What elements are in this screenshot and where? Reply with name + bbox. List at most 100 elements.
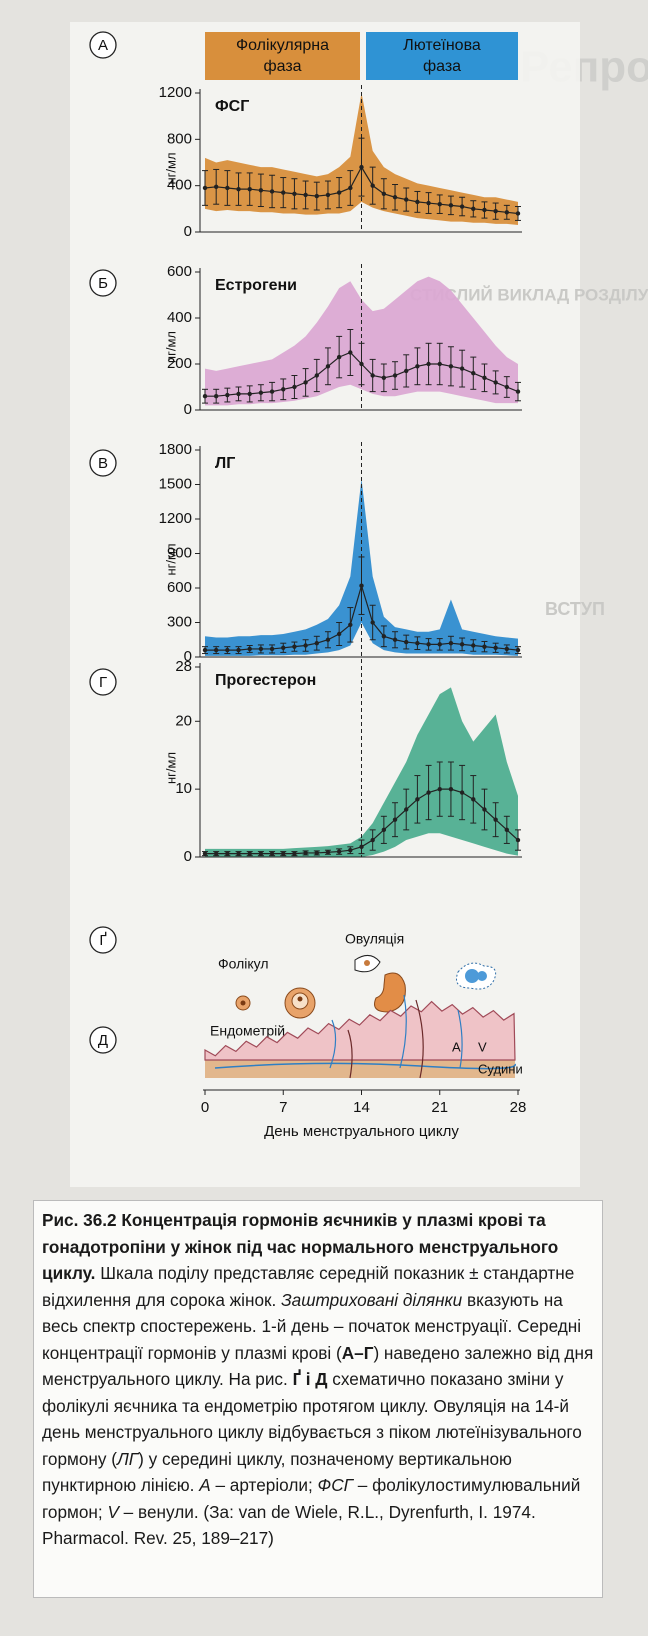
follicle-core <box>241 1001 246 1006</box>
y-tick-label: 1500 <box>159 475 192 492</box>
mean-point <box>348 350 352 354</box>
panel-letter: А <box>98 37 108 54</box>
mean-point <box>270 389 274 393</box>
mean-point <box>281 387 285 391</box>
mean-point <box>415 797 419 801</box>
mean-point <box>516 648 520 652</box>
endometrium-label: Ендометрій <box>210 1023 285 1039</box>
mean-point <box>482 807 486 811</box>
mean-point <box>471 643 475 647</box>
mean-point <box>438 362 442 366</box>
y-tick-label: 600 <box>167 263 192 280</box>
mean-point <box>337 355 341 359</box>
corpus-luteum-cell <box>465 969 479 983</box>
mean-point <box>326 638 330 642</box>
mean-point <box>337 190 341 194</box>
mean-point <box>460 366 464 370</box>
panel-letter: Ґ <box>99 932 106 949</box>
mean-point <box>426 642 430 646</box>
y-tick-label: 600 <box>167 579 192 596</box>
mean-point <box>225 393 229 397</box>
mean-point <box>315 851 319 855</box>
mean-point <box>438 642 442 646</box>
caption-text: А–Г <box>342 1343 374 1363</box>
mean-point <box>348 623 352 627</box>
mean-point <box>426 201 430 205</box>
mean-point <box>248 851 252 855</box>
mean-point <box>259 391 263 395</box>
mean-point <box>281 646 285 650</box>
figure: Репрод СТИСЛИЙ ВИКЛАД РОЗДІЛУ ВСТУП Фолі… <box>0 0 648 1200</box>
mean-point <box>203 851 207 855</box>
mean-point <box>505 385 509 389</box>
mean-point <box>225 648 229 652</box>
mean-point <box>426 362 430 366</box>
mean-point <box>482 376 486 380</box>
follicle-core <box>298 997 303 1002</box>
mean-point <box>516 838 520 842</box>
mean-point <box>404 197 408 201</box>
mean-point <box>460 790 464 794</box>
chart-title: ЛГ <box>215 455 235 472</box>
chart-title: ФСГ <box>215 98 249 115</box>
mean-point <box>315 641 319 645</box>
y-tick-label: 1200 <box>159 84 192 101</box>
mean-point <box>270 851 274 855</box>
mean-point <box>303 851 307 855</box>
mean-point <box>438 202 442 206</box>
mean-point <box>292 192 296 196</box>
mean-point <box>382 828 386 832</box>
phase-label: фаза <box>423 58 461 75</box>
mean-point <box>203 186 207 190</box>
panel-letter: В <box>98 455 108 472</box>
mean-point <box>415 200 419 204</box>
mean-point <box>326 850 330 854</box>
mean-point <box>337 849 341 853</box>
mean-point <box>270 189 274 193</box>
mean-point <box>292 851 296 855</box>
mean-point <box>236 187 240 191</box>
y-tick-label: 1200 <box>159 510 192 527</box>
mean-point <box>382 634 386 638</box>
vessels-label: Судини <box>478 1061 523 1076</box>
y-axis-label: нг/мл <box>163 543 178 575</box>
mean-point <box>248 647 252 651</box>
mean-point <box>493 817 497 821</box>
mean-point <box>382 192 386 196</box>
phase-label: Лютеїнова <box>403 37 481 54</box>
page: Репрод СТИСЛИЙ ВИКЛАД РОЗДІЛУ ВСТУП Фолі… <box>0 0 648 1636</box>
mean-point <box>259 188 263 192</box>
caption-text: V <box>107 1502 118 1522</box>
mean-point <box>460 642 464 646</box>
caption-text: Ґ і Д <box>293 1369 328 1389</box>
mean-point <box>516 211 520 215</box>
arteriole-label: A <box>452 1039 461 1054</box>
figure-caption: Рис. 36.2 Концентрація гормонів яєчників… <box>33 1200 603 1598</box>
mean-point <box>248 187 252 191</box>
mean-point <box>370 373 374 377</box>
mean-point <box>449 364 453 368</box>
mean-point <box>315 194 319 198</box>
x-tick-label: 21 <box>431 1099 448 1116</box>
mean-point <box>214 648 218 652</box>
mean-point <box>337 632 341 636</box>
mean-point <box>404 807 408 811</box>
caption-text: ЛГ <box>117 1449 138 1469</box>
y-tick-label: 1800 <box>159 441 192 458</box>
background-heading: ВСТУП <box>545 599 605 619</box>
mean-point <box>393 817 397 821</box>
mean-point <box>438 787 442 791</box>
mean-point <box>248 392 252 396</box>
caption-text: ФСГ <box>318 1475 353 1495</box>
mean-point <box>449 203 453 207</box>
mean-point <box>505 647 509 651</box>
mean-point <box>370 183 374 187</box>
mean-point <box>471 207 475 211</box>
mean-point <box>281 851 285 855</box>
mean-point <box>493 209 497 213</box>
ovulation-label: Овуляція <box>345 931 404 947</box>
mean-point <box>259 851 263 855</box>
mean-point <box>315 373 319 377</box>
x-tick-label: 14 <box>353 1099 370 1116</box>
panel-letter: Д <box>98 1032 108 1049</box>
